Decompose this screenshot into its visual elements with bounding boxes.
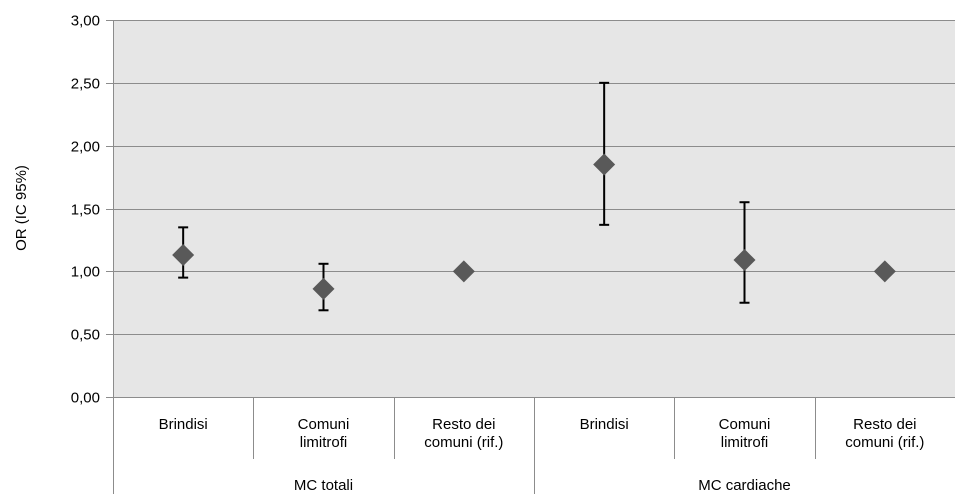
data-point-marker — [733, 249, 756, 272]
y-tick-label: 0,50 — [71, 327, 100, 344]
x-tick-label: limitrofi — [300, 434, 348, 451]
data-markers — [172, 153, 896, 300]
x-tick-label: comuni (rif.) — [424, 434, 503, 451]
y-tick-label: 2,50 — [71, 76, 100, 93]
x-tick-label: Resto dei — [432, 416, 495, 433]
data-point-marker — [172, 243, 195, 266]
data-point-marker — [593, 153, 616, 176]
y-tick-label: 2,00 — [71, 139, 100, 156]
x-tick-label: Brindisi — [580, 416, 629, 433]
x-tick-label: comuni (rif.) — [845, 434, 924, 451]
x-tick-label: Comuni — [719, 416, 771, 433]
x-tick-label: limitrofi — [721, 434, 769, 451]
data-point-marker — [873, 260, 896, 283]
plot-area — [113, 20, 955, 397]
y-tick-label: 1,00 — [71, 264, 100, 281]
x-tick-label: Brindisi — [159, 416, 208, 433]
gridlines — [113, 20, 955, 335]
y-axis-ticks: 0,00 0,50 1,00 1,50 2,00 2,50 3,00 — [71, 13, 113, 407]
x-tick-label: Comuni — [298, 416, 350, 433]
group-label: MC cardiache — [698, 477, 791, 494]
group-label: MC totali — [294, 477, 353, 494]
y-tick-label: 0,00 — [71, 390, 100, 407]
x-tick-label: Resto dei — [853, 416, 916, 433]
y-axis-title: OR (IC 95%) — [13, 165, 30, 251]
y-tick-label: 1,50 — [71, 202, 100, 219]
y-tick-label: 3,00 — [71, 13, 100, 30]
data-point-marker — [452, 260, 475, 283]
data-point-marker — [312, 277, 335, 300]
